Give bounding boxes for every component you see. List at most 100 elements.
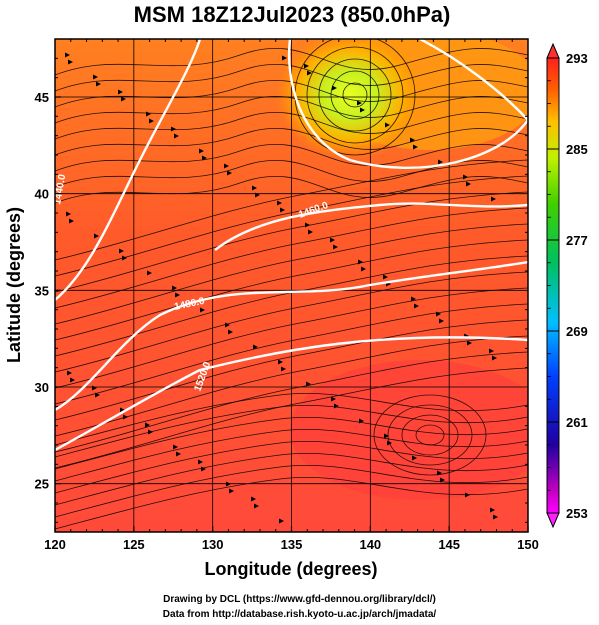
streamline-arrowhead	[66, 211, 71, 217]
colorbar-tick-label: 269	[566, 324, 588, 339]
streamline-arrowhead	[201, 466, 206, 472]
streamline-arrowhead	[93, 74, 98, 80]
streamline-arrowhead	[411, 296, 416, 302]
streamline-swirl	[401, 414, 459, 456]
streamline-arrowhead	[279, 518, 284, 524]
streamline-arrowhead	[410, 137, 415, 143]
streamline-arrowhead	[304, 63, 309, 69]
colorbar-tick-label: 253	[566, 506, 588, 521]
streamline	[55, 223, 528, 325]
streamline-arrowhead	[69, 218, 74, 224]
streamline	[55, 416, 528, 470]
x-tick-label: 145	[438, 537, 460, 552]
streamline-arrowhead	[229, 488, 234, 494]
colorbar-ticks: 253 261 269 277 285 293	[547, 51, 588, 521]
streamline	[55, 111, 528, 140]
streamline-arrowhead	[199, 148, 204, 154]
x-tick-label: 130	[202, 537, 224, 552]
streamline-arrowhead	[493, 514, 498, 520]
streamline-swirl	[415, 424, 445, 446]
streamline	[55, 476, 528, 530]
streamline-arrowhead	[491, 196, 496, 202]
streamline-arrowhead	[307, 70, 312, 76]
streamline-arrowhead	[175, 292, 180, 298]
streamline	[55, 404, 528, 458]
streamline-arrowhead	[252, 185, 257, 191]
streamline-arrowhead	[438, 159, 443, 165]
streamline-arrowhead	[225, 322, 230, 328]
streamline-arrowhead	[228, 329, 233, 335]
streamline-arrowhead	[490, 507, 495, 513]
streamline	[55, 159, 528, 188]
streamline-arrowhead	[306, 381, 311, 387]
streamline-arrowhead	[146, 111, 151, 117]
colorbar-tick-label: 261	[566, 415, 588, 430]
y-tick-label: 35	[35, 283, 49, 298]
streamline-arrowhead	[227, 170, 232, 176]
streamline-arrowhead	[384, 433, 389, 439]
streamline-arrowhead	[224, 163, 229, 169]
x-tick-label: 150	[517, 537, 539, 552]
x-tick-label: 125	[123, 537, 145, 552]
chart-title: MSM 18Z12Jul2023 (850.0hPa)	[134, 2, 451, 27]
colorbar-tick-label: 277	[566, 233, 588, 248]
streamline-arrowhead	[383, 274, 388, 280]
contour-line	[287, 39, 528, 170]
streamline-arrowhead	[70, 377, 75, 383]
streamline	[55, 303, 528, 405]
streamline-arrowhead	[305, 222, 310, 228]
streamline-arrowhead	[171, 126, 176, 132]
streamline-arrowhead	[436, 311, 441, 317]
streamline-arrowhead	[254, 503, 259, 509]
streamline	[55, 452, 528, 506]
streamline-arrowhead	[282, 55, 287, 61]
streamline-arrowhead	[202, 155, 207, 161]
contour-line	[55, 260, 528, 412]
streamline-arrowhead	[119, 248, 124, 254]
streamline-arrowhead	[414, 303, 419, 309]
streamline-swirl	[306, 46, 404, 144]
streamline-arrowhead	[94, 233, 99, 239]
streamline-arrowhead	[437, 470, 442, 476]
credit-drawing: Drawing by DCL (https://www.gfd-dennou.o…	[163, 594, 436, 605]
y-tick-label: 40	[35, 187, 49, 202]
colorbar-tick-label: 293	[566, 51, 588, 66]
colorbar-bottom-arrow	[546, 512, 560, 529]
streamline-arrowhead	[440, 477, 445, 483]
streamline-arrowhead	[148, 429, 153, 435]
streamline-arrowhead	[172, 285, 177, 291]
x-tick-label: 120	[44, 537, 66, 552]
x-tick-label: 140	[359, 537, 381, 552]
streamline-swirl	[373, 394, 487, 476]
streamline-arrowhead	[360, 107, 365, 113]
streamline-arrowhead	[465, 492, 470, 498]
streamline-arrowhead	[358, 259, 363, 265]
streamline	[55, 271, 528, 373]
streamline	[55, 95, 528, 124]
y-tick-label: 25	[35, 477, 49, 492]
streamline-arrowhead	[198, 459, 203, 465]
streamline-arrowhead	[439, 318, 444, 324]
y-tick-label: 30	[35, 380, 49, 395]
streamline	[55, 367, 528, 469]
streamline-arrowhead	[277, 200, 282, 206]
streamline-swirl	[387, 404, 473, 466]
streamline-arrowhead	[385, 122, 390, 128]
streamline	[55, 335, 528, 437]
streamline-swirl	[330, 70, 380, 120]
streamline-arrowhead	[463, 174, 468, 180]
streamline-arrowhead	[176, 451, 181, 457]
contour-line	[55, 336, 528, 452]
y-axis-label: Latitude (degrees)	[4, 207, 24, 363]
contour-line	[55, 39, 202, 301]
streamline-arrowhead	[121, 96, 126, 102]
contour-line	[214, 202, 528, 251]
streamline-arrowhead	[331, 396, 336, 402]
streamline-arrowhead	[120, 407, 125, 413]
streamline	[55, 159, 528, 261]
streamline-arrowhead	[489, 348, 494, 354]
streamline-arrowhead	[123, 414, 128, 420]
streamline	[55, 47, 528, 76]
